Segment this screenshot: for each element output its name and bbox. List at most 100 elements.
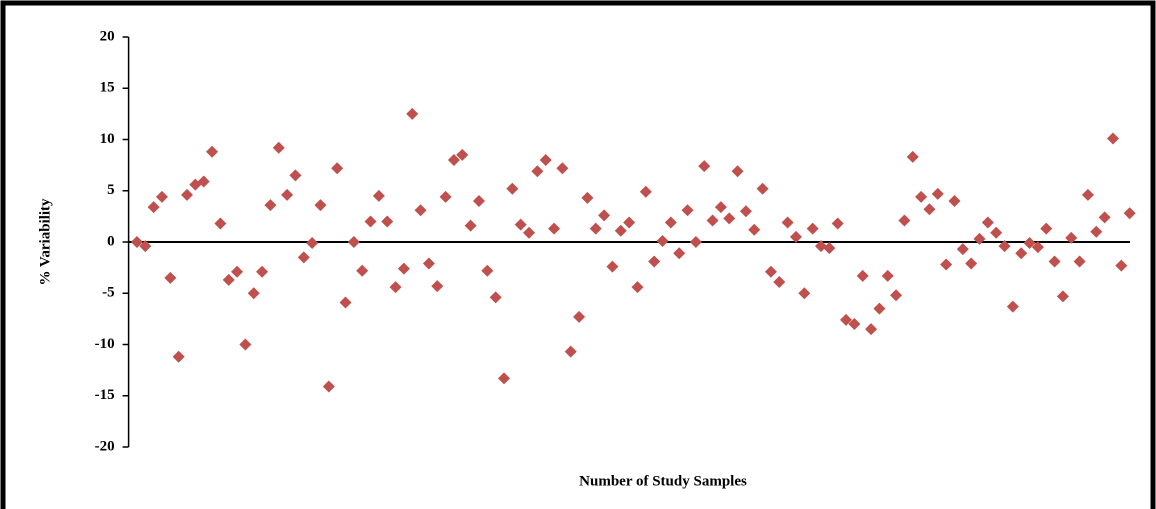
point xyxy=(155,190,168,203)
point xyxy=(998,240,1011,253)
point xyxy=(1098,211,1111,224)
point xyxy=(848,318,861,330)
point xyxy=(756,182,769,195)
point xyxy=(289,169,302,182)
point xyxy=(806,222,819,235)
point xyxy=(164,271,177,284)
point xyxy=(1006,300,1019,313)
y-tick-label: 5 xyxy=(107,182,115,198)
point xyxy=(1115,259,1128,272)
point xyxy=(681,204,694,217)
point xyxy=(731,165,744,178)
point xyxy=(197,175,210,188)
point xyxy=(497,372,510,385)
point xyxy=(881,269,894,282)
point xyxy=(306,237,319,250)
point xyxy=(915,190,928,203)
point xyxy=(906,150,919,163)
point xyxy=(623,216,636,229)
point xyxy=(431,280,444,293)
point xyxy=(656,234,669,247)
point xyxy=(631,281,644,294)
point xyxy=(564,345,577,358)
point xyxy=(739,205,752,218)
point xyxy=(673,247,686,260)
y-tick-label: 0 xyxy=(107,233,115,249)
point xyxy=(297,251,310,264)
point xyxy=(130,236,143,248)
point xyxy=(823,242,836,255)
point xyxy=(1056,290,1069,303)
point xyxy=(364,215,377,228)
point xyxy=(706,214,719,227)
point xyxy=(397,262,410,275)
point xyxy=(1023,237,1036,250)
point xyxy=(247,287,260,300)
point xyxy=(598,209,611,222)
point xyxy=(372,189,385,202)
point xyxy=(840,313,853,326)
point xyxy=(281,188,294,201)
point xyxy=(389,281,402,294)
point xyxy=(239,338,252,351)
y-tick-label: 10 xyxy=(100,131,115,147)
point xyxy=(439,190,452,203)
point xyxy=(1081,188,1094,201)
point xyxy=(1040,222,1053,235)
point xyxy=(381,215,394,228)
point xyxy=(472,195,485,207)
point xyxy=(923,203,936,216)
point xyxy=(414,204,427,217)
point xyxy=(1065,231,1078,244)
point xyxy=(180,188,193,201)
point xyxy=(456,148,469,161)
point xyxy=(814,240,827,253)
point xyxy=(940,258,953,271)
point xyxy=(664,216,677,229)
point xyxy=(514,218,527,231)
point xyxy=(272,141,285,154)
point xyxy=(172,350,185,363)
point xyxy=(422,257,435,270)
point xyxy=(856,269,869,282)
point xyxy=(464,219,477,232)
y-tick-label: -10 xyxy=(95,336,115,352)
point xyxy=(831,217,844,230)
point xyxy=(581,191,594,204)
point xyxy=(556,162,569,175)
point xyxy=(489,291,502,304)
y-axis-label: % Variability xyxy=(37,198,53,286)
point xyxy=(714,201,727,214)
point xyxy=(264,199,277,212)
point xyxy=(865,323,878,336)
point xyxy=(314,199,327,212)
point xyxy=(648,255,661,268)
y-tick-label: -20 xyxy=(95,438,115,454)
point xyxy=(256,265,269,278)
point xyxy=(447,154,460,166)
point xyxy=(890,289,903,302)
point xyxy=(347,236,360,248)
point xyxy=(589,222,602,235)
point xyxy=(606,260,619,273)
point xyxy=(506,182,519,195)
point xyxy=(573,310,586,323)
point xyxy=(639,185,652,198)
point xyxy=(523,226,536,239)
point xyxy=(698,160,711,173)
point xyxy=(781,216,794,229)
point xyxy=(931,187,944,200)
point xyxy=(339,296,352,309)
point xyxy=(139,240,152,253)
y-tick-label: -5 xyxy=(102,285,115,301)
point xyxy=(406,107,419,120)
point xyxy=(147,201,160,214)
point xyxy=(965,257,978,270)
point xyxy=(789,230,802,243)
point xyxy=(723,212,736,225)
point xyxy=(973,232,986,245)
y-tick-label: -15 xyxy=(95,387,115,403)
